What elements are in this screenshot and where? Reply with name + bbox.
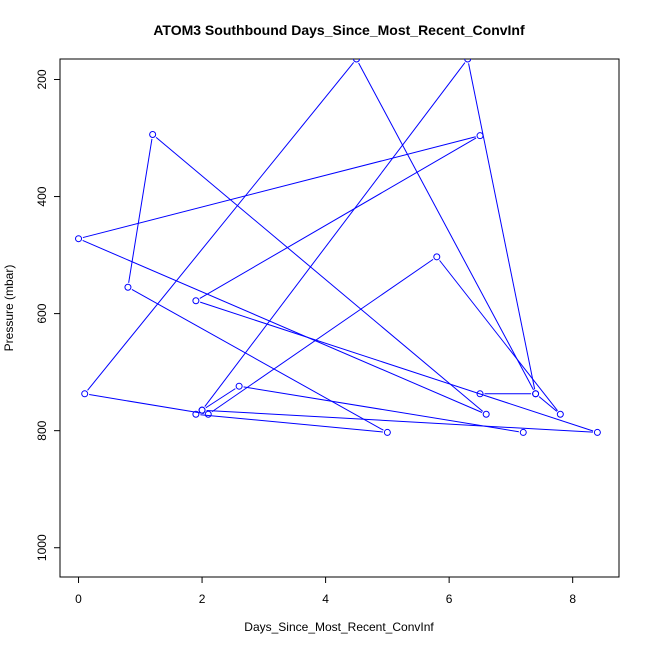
series-segment-0-20 — [243, 386, 519, 433]
series-segment-0-17 — [200, 301, 594, 432]
y-tick-label-1: 400 — [35, 186, 49, 206]
data-point-0-3 — [81, 390, 89, 398]
data-point-0-4 — [204, 410, 212, 418]
series-segment-0-13 — [155, 137, 484, 412]
x-tick-label-1: 2 — [199, 592, 206, 606]
data-point-0-8 — [464, 59, 472, 63]
series-segment-0-19 — [205, 388, 236, 409]
series-segment-0-10 — [200, 414, 383, 433]
data-point-0-0 — [476, 390, 484, 398]
data-point-0-2 — [352, 59, 360, 63]
x-tick-label-2: 4 — [322, 592, 329, 606]
data-point-0-6 — [556, 410, 564, 418]
series-segment-0-6 — [538, 396, 558, 412]
data-point-0-5 — [433, 253, 441, 261]
x-tick-label-0: 0 — [75, 592, 82, 606]
data-point-0-15 — [75, 235, 83, 243]
chart-title: ATOM3 Southbound Days_Since_Most_Recent_… — [153, 22, 525, 38]
x-tick-label-4: 8 — [569, 592, 576, 606]
series-segment-0-14 — [82, 240, 483, 413]
series-segment-0-7 — [468, 63, 536, 390]
data-point-0-21 — [519, 428, 527, 436]
plot-frame — [59, 58, 620, 578]
y-tick-label-0: 200 — [35, 69, 49, 89]
data-point-0-13 — [149, 131, 157, 139]
data-point-0-18 — [593, 428, 601, 436]
x-axis: 0 2 4 6 8 — [75, 577, 576, 606]
series-segment-0-15 — [82, 136, 476, 239]
y-axis: 200 400 600 800 1000 — [35, 69, 60, 561]
data-point-0-12 — [124, 283, 132, 291]
series-layer — [75, 59, 601, 436]
data-point-0-14 — [482, 410, 490, 418]
data-point-0-17 — [192, 297, 200, 305]
series-segment-0-1 — [358, 62, 534, 391]
series-segment-0-11 — [131, 289, 384, 431]
y-axis-label: Pressure (mbar) — [2, 265, 16, 352]
data-point-0-11 — [383, 428, 391, 436]
x-axis-label: Days_Since_Most_Recent_ConvInf — [244, 620, 434, 634]
series-segment-0-2 — [87, 62, 355, 391]
series-segment-0-3 — [89, 394, 204, 415]
series-segment-0-16 — [199, 137, 477, 299]
data-point-0-20 — [235, 382, 243, 390]
data-point-0-16 — [476, 132, 484, 140]
data-point-0-10 — [192, 410, 200, 418]
series-segment-0-4 — [211, 258, 434, 413]
data-point-0-19 — [198, 406, 206, 414]
x-tick-label-3: 6 — [446, 592, 453, 606]
data-point-0-7 — [532, 390, 540, 398]
y-tick-label-2: 600 — [35, 303, 49, 323]
series-segment-0-8 — [204, 62, 466, 407]
series-segment-0-5 — [439, 260, 558, 412]
series-segment-0-12 — [128, 138, 153, 283]
y-tick-label-4: 1000 — [35, 534, 49, 561]
y-tick-label-3: 800 — [35, 420, 49, 440]
series-segment-0-18 — [206, 409, 593, 433]
